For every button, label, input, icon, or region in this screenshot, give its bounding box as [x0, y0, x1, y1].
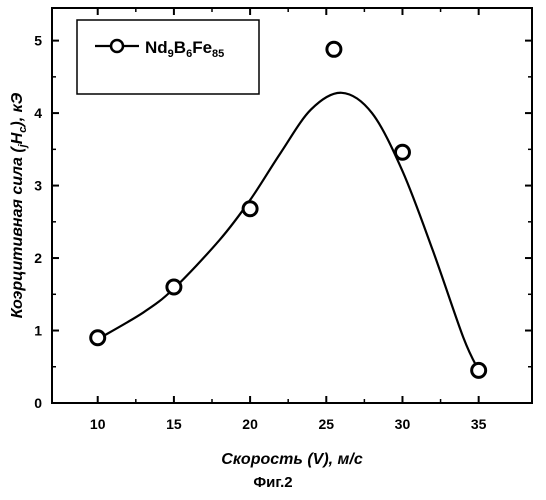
chart: 10 15 20 25 30 35 0 1 2 3 4 5 Nd9B6Fe85 Скорость (V…: [0, 0, 546, 470]
data-point: [395, 145, 409, 159]
legend: Nd9B6Fe85: [77, 20, 259, 94]
figure-caption: Фиг.2: [0, 474, 546, 491]
y-tick-label: 5: [34, 33, 42, 49]
axis-labels: Скорость (V), м/с Коэрцитивная сила (jHc)…: [9, 92, 363, 468]
x-tick-label: 30: [395, 416, 411, 432]
y-tick-label: 2: [34, 250, 42, 266]
legend-marker: [111, 40, 123, 52]
x-tick-label: 35: [471, 416, 487, 432]
x-tick-label: 10: [90, 416, 106, 432]
x-tick-label: 15: [166, 416, 182, 432]
data-point: [243, 202, 257, 216]
x-axis-label: Скорость (V), м/с: [221, 451, 363, 468]
x-tick-label: 20: [242, 416, 258, 432]
y-tick-label: 1: [34, 323, 42, 339]
y-tick-label: 0: [34, 395, 42, 411]
data-point: [327, 42, 341, 56]
x-tick-label: 25: [318, 416, 334, 432]
y-tick-label: 3: [34, 178, 42, 194]
data-point: [91, 331, 105, 345]
y-axis-label: Коэрцитивная сила (jHc), кЭ: [9, 92, 29, 318]
fit-curve: [98, 93, 479, 371]
data-point: [167, 280, 181, 294]
data-point: [472, 363, 486, 377]
fit-curve-layer: [98, 93, 479, 371]
y-tick-label: 4: [34, 105, 42, 121]
